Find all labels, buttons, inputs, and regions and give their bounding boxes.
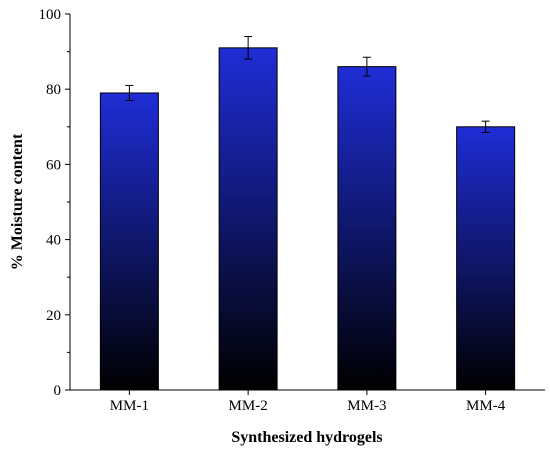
y-tick-label-60: 60 (46, 157, 61, 173)
bar-mm-1 (99, 92, 159, 391)
y-tick-label-20: 20 (46, 308, 61, 324)
bar-mm-4 (456, 126, 516, 391)
bar-mm-2 (218, 47, 278, 391)
x-axis-title: Synthesized hydrogels (231, 429, 382, 446)
y-tick-label-100: 100 (39, 7, 62, 23)
y-tick-label-80: 80 (46, 82, 61, 98)
x-tick-label-mm-1: MM-1 (110, 398, 149, 414)
x-tick-label-mm-3: MM-3 (347, 398, 386, 414)
x-tick-label-mm-2: MM-2 (229, 398, 268, 414)
y-tick-label-40: 40 (46, 233, 61, 249)
y-axis-title: % Moisture content (9, 133, 26, 270)
bar-mm-3 (337, 66, 397, 391)
y-tick-label-0: 0 (54, 383, 62, 399)
x-tick-label-mm-4: MM-4 (466, 398, 506, 414)
